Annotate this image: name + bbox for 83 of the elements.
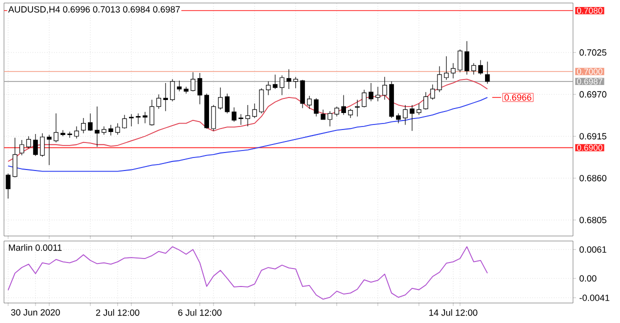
candlestick bbox=[26, 136, 32, 149]
candlestick bbox=[450, 62, 456, 79]
y-tick-label: 0.6805 bbox=[580, 216, 606, 224]
candlestick bbox=[74, 126, 79, 139]
candlestick bbox=[458, 49, 462, 73]
candlestick bbox=[430, 84, 435, 100]
candlestick bbox=[245, 104, 250, 127]
candlestick bbox=[129, 114, 134, 127]
candlestick bbox=[259, 88, 264, 114]
candlestick bbox=[280, 75, 284, 96]
candlestick bbox=[81, 118, 86, 134]
candlestick bbox=[396, 113, 401, 124]
candlestick bbox=[94, 106, 100, 148]
candlestick bbox=[272, 74, 278, 90]
candlestick bbox=[423, 92, 428, 110]
candlestick bbox=[54, 113, 58, 143]
candlestick bbox=[224, 93, 230, 114]
x-tick-label: 30 Jun 2020 bbox=[11, 309, 60, 316]
candlestick bbox=[348, 108, 353, 118]
candlestick bbox=[334, 106, 340, 117]
candlestick bbox=[252, 103, 257, 118]
y-tick-label: -0.0041 bbox=[580, 294, 610, 301]
candlestick bbox=[12, 137, 18, 178]
candlestick bbox=[410, 104, 414, 132]
x-tick-label: 6 Jul 12:00 bbox=[178, 309, 222, 316]
candlestick bbox=[115, 123, 120, 136]
candlestick bbox=[478, 60, 483, 75]
y-tick-label: 0.6970 bbox=[580, 91, 606, 98]
candlestick bbox=[232, 107, 236, 122]
y-tick-label: 0.0061 bbox=[580, 246, 606, 253]
candlestick bbox=[46, 134, 52, 166]
ref-line-label: 0.6987 bbox=[577, 78, 602, 84]
x-tick-label: 2 Jul 12:00 bbox=[96, 309, 140, 316]
candlestick bbox=[293, 76, 298, 89]
candlestick bbox=[437, 66, 442, 92]
candlestick bbox=[190, 72, 196, 92]
candlestick bbox=[218, 87, 223, 110]
ref-line-label: 0.6900 bbox=[577, 144, 602, 151]
candlestick bbox=[464, 40, 470, 75]
candlestick bbox=[444, 56, 449, 80]
candlestick bbox=[40, 132, 45, 158]
candlestick bbox=[307, 96, 312, 110]
candlestick bbox=[362, 90, 367, 108]
candlestick bbox=[286, 68, 292, 90]
candlestick bbox=[122, 114, 127, 129]
y-tick-label: 0.7025 bbox=[580, 49, 606, 56]
candlestick bbox=[176, 80, 182, 92]
candlestick bbox=[402, 104, 408, 126]
ref-line-label: 0.7000 bbox=[577, 68, 602, 75]
candlestick bbox=[471, 62, 476, 75]
candlestick bbox=[163, 82, 168, 112]
candlestick bbox=[88, 113, 93, 132]
candlestick bbox=[33, 134, 38, 156]
y-tick-label: 0.6860 bbox=[580, 174, 606, 182]
candlestick bbox=[6, 173, 10, 199]
candlestick bbox=[266, 81, 271, 96]
chart-title: AUDUSD,H4 0.6996 0.7013 0.6984 0.6987 bbox=[8, 6, 180, 14]
candlestick bbox=[485, 61, 490, 84]
candlestick bbox=[170, 78, 175, 102]
candlestick bbox=[300, 80, 305, 108]
candlestick bbox=[368, 82, 374, 102]
ref-line-label: 0.7080 bbox=[577, 8, 602, 14]
candlestick bbox=[197, 72, 202, 105]
y-tick-label: 0.00 bbox=[580, 275, 596, 282]
candlestick bbox=[108, 124, 114, 136]
y-tick-label: 0.6915 bbox=[580, 133, 606, 140]
candlestick bbox=[156, 94, 162, 110]
candlestick bbox=[136, 113, 141, 124]
x-tick-label: 14 Jul 12:00 bbox=[429, 309, 478, 316]
candlestick bbox=[328, 110, 332, 127]
candlestick bbox=[314, 98, 319, 117]
candlestick bbox=[238, 114, 244, 126]
chart-title: Marlin 0.0011 bbox=[8, 244, 62, 251]
candlestick bbox=[142, 112, 148, 124]
candlestick bbox=[320, 109, 326, 120]
candlestick bbox=[211, 104, 216, 132]
text: 0.6966 bbox=[504, 94, 532, 101]
candlestick bbox=[341, 94, 346, 116]
candlestick bbox=[382, 76, 388, 100]
candlestick bbox=[19, 140, 24, 156]
candlestick bbox=[150, 99, 154, 126]
candlestick bbox=[416, 103, 422, 116]
candlestick bbox=[354, 99, 360, 117]
